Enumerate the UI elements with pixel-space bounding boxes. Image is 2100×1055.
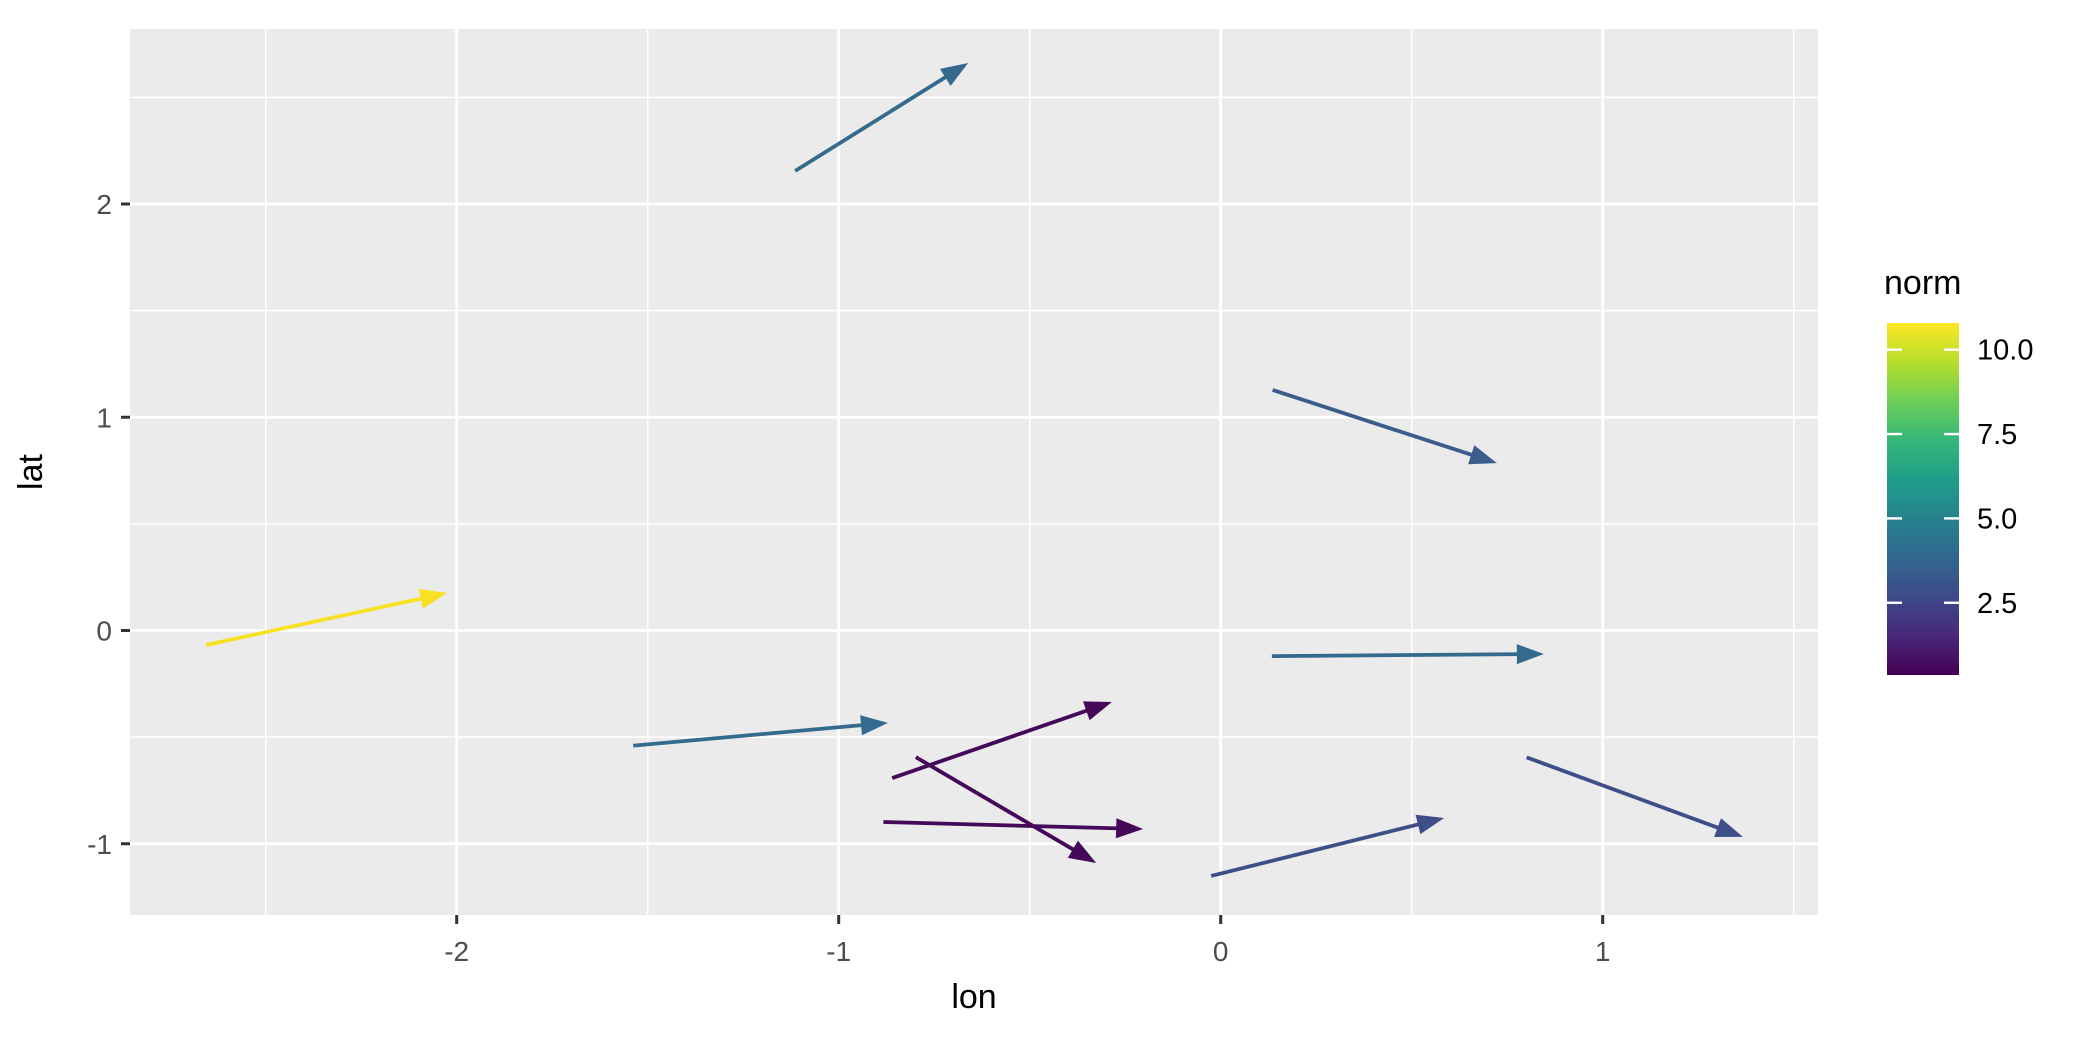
arrow: [883, 818, 1144, 839]
arrow: [794, 63, 969, 173]
arrow: [633, 715, 888, 748]
arrow-head: [860, 715, 888, 736]
arrow-head: [418, 588, 448, 609]
arrow: [1272, 388, 1497, 465]
y-tick-label: 1: [96, 402, 112, 433]
arrow-shaft: [1526, 755, 1730, 834]
arrow-shaft: [883, 820, 1129, 831]
arrow-shaft: [914, 755, 1085, 858]
legend-colorbar: norm 10.0 7.5 5.0 2.5: [1884, 264, 2033, 675]
plot-panel: [130, 29, 1818, 915]
legend-tick-label: 10.0: [1977, 335, 2033, 367]
x-tick-label: -2: [444, 936, 469, 967]
axis-tick-labels: -2 -1 0 1 -1 0 1 2: [87, 189, 1610, 967]
x-tick-label: -1: [826, 936, 851, 967]
arrow: [1210, 814, 1445, 878]
arrow-head: [1714, 818, 1743, 837]
arrow-shaft: [633, 722, 874, 748]
legend-tick-label: 5.0: [1977, 503, 2017, 535]
x-tick-label: 1: [1595, 936, 1611, 967]
y-tick-label: -1: [87, 829, 112, 860]
arrow-head: [939, 63, 969, 86]
legend-title: norm: [1884, 264, 1961, 302]
legend-tick-marks: [1887, 348, 1959, 604]
y-axis-title: lat: [12, 453, 50, 489]
axis-tick-marks: [121, 202, 1605, 924]
arrow: [914, 755, 1097, 863]
arrow: [1526, 755, 1743, 837]
x-axis-title: lon: [951, 978, 996, 1016]
arrow-head: [1067, 840, 1097, 863]
arrow-shaft: [1271, 652, 1530, 658]
arrow-head: [1516, 644, 1544, 665]
arrow-shaft: [794, 69, 957, 173]
y-tick-label: 2: [96, 189, 112, 220]
arrow: [205, 588, 448, 647]
arrow-shaft: [1272, 388, 1484, 461]
arrow-shaft: [1210, 819, 1431, 878]
grid-major-lines: [130, 29, 1818, 915]
legend-tick-label: 7.5: [1977, 419, 2017, 451]
arrow-head: [1415, 814, 1445, 835]
arrow-head: [1115, 818, 1144, 839]
x-tick-label: 0: [1213, 936, 1229, 967]
arrow: [891, 701, 1112, 780]
arrow-shaft: [891, 705, 1099, 780]
arrow-head: [1083, 701, 1112, 721]
legend-tick-label: 2.5: [1977, 588, 2017, 620]
y-tick-label: 0: [96, 616, 112, 647]
legend-gradient-bar: [1887, 323, 1959, 675]
grid-minor-lines: [130, 29, 1818, 915]
legend-tick-labels: 10.0 7.5 5.0 2.5: [1977, 335, 2033, 620]
arrow-shaft: [205, 594, 434, 647]
arrow: [1271, 644, 1544, 665]
arrow-segments: [205, 63, 1743, 878]
arrow-head: [1468, 445, 1497, 465]
